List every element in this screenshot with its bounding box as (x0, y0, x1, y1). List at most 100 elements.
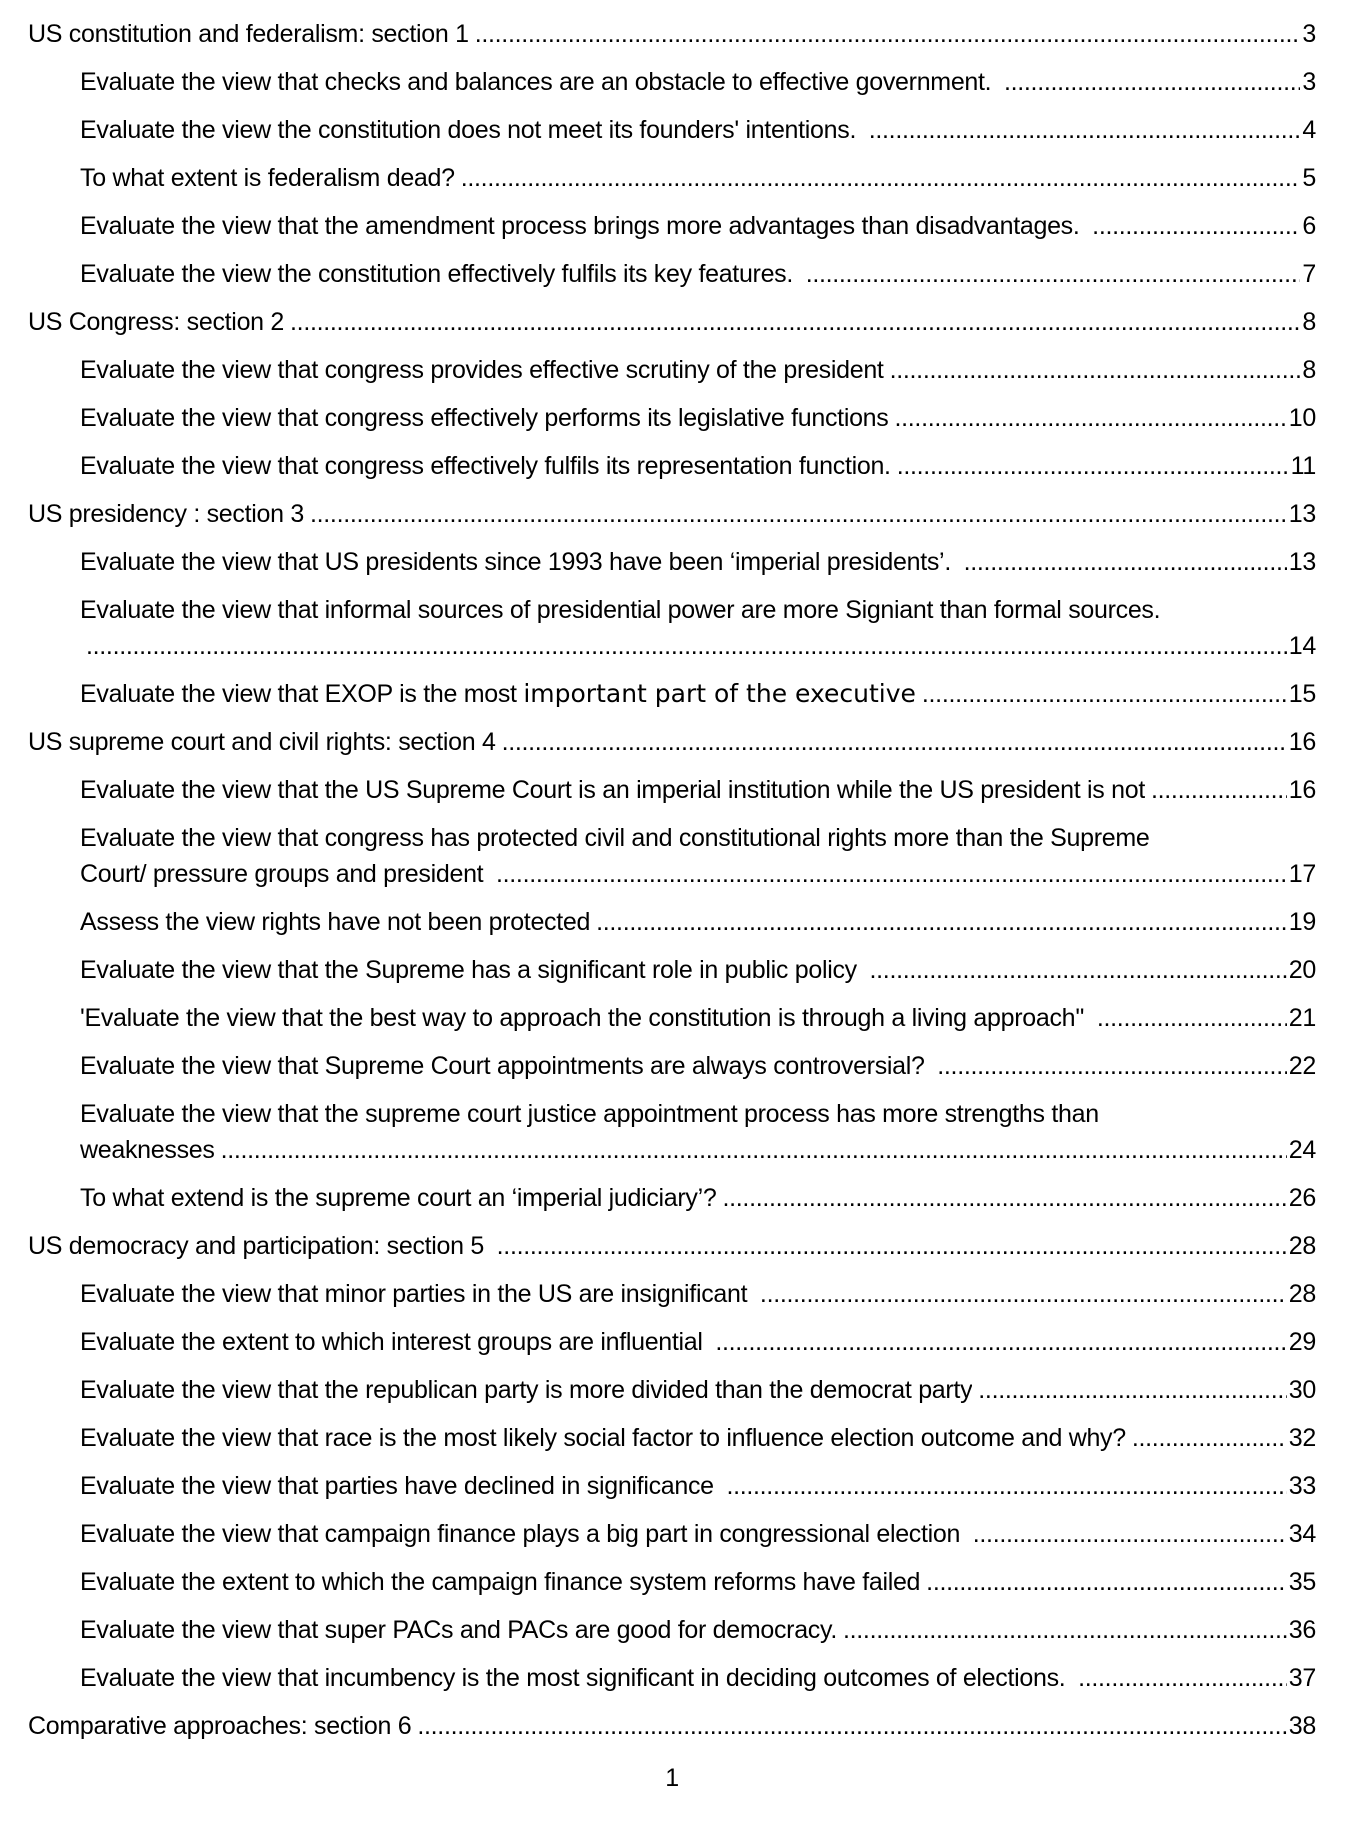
toc-sub-entry: Evaluate the view that checks and balanc… (28, 64, 1316, 100)
toc-row: Evaluate the view that campaign finance … (80, 1516, 1316, 1552)
toc-page-ref: 10 (1288, 404, 1317, 432)
toc-dotted-leader (475, 16, 1301, 52)
toc-dotted-leader (1004, 64, 1300, 100)
toc-sub-entry: Evaluate the view the constitution does … (28, 112, 1316, 148)
toc-row: weaknesses 24 (80, 1132, 1316, 1168)
toc-sub-entry: 'Evaluate the view that the best way to … (28, 1000, 1316, 1036)
toc-sub-entry: Evaluate the view that parties have decl… (28, 1468, 1316, 1504)
toc-entry-text: Court/ pressure groups and president (80, 860, 490, 888)
toc-page-ref: 22 (1288, 1052, 1317, 1080)
toc-dotted-leader (760, 1276, 1287, 1312)
toc-page-ref: 19 (1288, 908, 1317, 936)
toc-entry-text: US supreme court and civil rights: secti… (28, 728, 496, 756)
toc-page-ref: 32 (1288, 1424, 1317, 1452)
toc-dotted-leader (869, 112, 1301, 148)
toc-row: US Congress: section 2 8 (28, 304, 1316, 340)
toc-page-ref: 29 (1288, 1328, 1317, 1356)
toc-sub-entry: Evaluate the view that congress has prot… (28, 820, 1316, 892)
toc-page-ref: 30 (1288, 1376, 1317, 1404)
toc-dotted-leader (806, 256, 1301, 292)
toc-entry-text: Evaluate the view that incumbency is the… (80, 1664, 1073, 1692)
page-number: 1 (665, 1764, 679, 1792)
toc-dotted-leader (890, 352, 1301, 388)
toc-page-ref: 20 (1288, 956, 1317, 984)
toc-entry-text: Evaluate the view that US presidents sin… (80, 548, 958, 576)
toc-page-ref: 34 (1288, 1520, 1317, 1548)
toc-entry-text: Evaluate the view that super PACs and PA… (80, 1616, 837, 1644)
toc-sub-entry: Assess the view rights have not been pro… (28, 904, 1316, 940)
toc-sub-entry: Evaluate the view that the republican pa… (28, 1372, 1316, 1408)
toc-entry-text: Evaluate the view that checks and balanc… (80, 68, 998, 96)
toc-dotted-leader (596, 904, 1287, 940)
toc-entry-text: weaknesses (80, 1136, 215, 1164)
toc-sub-entry: Evaluate the view that the US Supreme Co… (28, 772, 1316, 808)
toc-section-entry: US democracy and participation: section … (28, 1228, 1316, 1264)
toc-entry-text: US democracy and participation: section … (28, 1232, 491, 1260)
toc-row: Court/ pressure groups and president 17 (80, 856, 1316, 892)
toc-row: Evaluate the view that congress has prot… (80, 820, 1316, 856)
toc-page-ref: 14 (1288, 632, 1317, 660)
toc-row: Comparative approaches: section 6 38 (28, 1708, 1316, 1744)
toc-dotted-leader (973, 1516, 1287, 1552)
toc-sub-entry: To what extend is the supreme court an ‘… (28, 1180, 1316, 1216)
toc-sub-entry: Evaluate the view that congress effectiv… (28, 400, 1316, 436)
toc-entry-text: Evaluate the view that the amendment pro… (80, 212, 1087, 240)
toc-page-ref: 16 (1288, 728, 1317, 756)
toc-dotted-leader (964, 544, 1287, 580)
toc-dotted-leader (922, 676, 1287, 712)
toc-page-ref: 37 (1288, 1664, 1317, 1692)
toc-page-ref: 26 (1288, 1184, 1317, 1212)
toc-row: US democracy and participation: section … (28, 1228, 1316, 1264)
toc-sub-entry: Evaluate the view that Supreme Court app… (28, 1048, 1316, 1084)
toc-sub-entry: Evaluate the view that informal sources … (28, 592, 1316, 664)
toc-page-ref: 21 (1288, 1004, 1317, 1032)
toc-sub-entry: Evaluate the view that the amendment pro… (28, 208, 1316, 244)
toc-dotted-leader (978, 1372, 1287, 1408)
toc-entry-text-alt-font: important part of the executive (523, 679, 916, 708)
toc-page-ref: 33 (1288, 1472, 1317, 1500)
toc-sub-entry: Evaluate the view that minor parties in … (28, 1276, 1316, 1312)
toc-dotted-leader (310, 496, 1287, 532)
toc-dotted-leader (1132, 1420, 1287, 1456)
toc-row: Evaluate the view that super PACs and PA… (80, 1612, 1316, 1648)
toc-row: Assess the view rights have not been pro… (80, 904, 1316, 940)
toc-entry-text: US constitution and federalism: section … (28, 20, 469, 48)
toc-entry-text: Evaluate the view that parties have decl… (80, 1472, 721, 1500)
toc-dotted-leader (86, 628, 1287, 664)
toc-entry-text: Comparative approaches: section 6 (28, 1712, 412, 1740)
toc-row: US presidency : section 3 13 (28, 496, 1316, 532)
toc-entry-text: Assess the view rights have not been pro… (80, 908, 591, 936)
toc-entry-text: Evaluate the view that minor parties in … (80, 1280, 754, 1308)
toc-sub-entry: Evaluate the view that US presidents sin… (28, 544, 1316, 580)
toc-page-ref: 6 (1302, 212, 1316, 240)
toc-dotted-leader (722, 1180, 1286, 1216)
toc-page-ref: 4 (1302, 116, 1316, 144)
toc-dotted-leader (926, 1564, 1287, 1600)
toc-row: Evaluate the view that EXOP is the most … (80, 676, 1316, 712)
toc-page-ref: 38 (1288, 1712, 1317, 1740)
toc-row: Evaluate the view that parties have decl… (80, 1468, 1316, 1504)
toc-dotted-leader (502, 724, 1287, 760)
toc-sub-entry: Evaluate the view that campaign finance … (28, 1516, 1316, 1552)
toc-row: To what extent is federalism dead? 5 (80, 160, 1316, 196)
toc-page-ref: 8 (1302, 308, 1316, 336)
toc-sub-entry: Evaluate the view the constitution effec… (28, 256, 1316, 292)
toc-dotted-leader (496, 856, 1287, 892)
toc-dotted-leader (1151, 772, 1287, 808)
toc-dotted-leader (1097, 1000, 1287, 1036)
toc-page-ref: 13 (1288, 500, 1317, 528)
toc-entry-text: 'Evaluate the view that the best way to … (80, 1004, 1091, 1032)
toc-section-entry: US Congress: section 2 8 (28, 304, 1316, 340)
toc-row: Evaluate the view that the republican pa… (80, 1372, 1316, 1408)
toc-sub-entry: Evaluate the extent to which interest gr… (28, 1324, 1316, 1360)
toc-entry-text: To what extent is federalism dead? (80, 164, 455, 192)
toc-row: Evaluate the view the constitution does … (80, 112, 1316, 148)
toc-section-entry: US constitution and federalism: section … (28, 16, 1316, 52)
toc-row: US supreme court and civil rights: secti… (28, 724, 1316, 760)
toc-row: Evaluate the view that the Supreme has a… (80, 952, 1316, 988)
toc-row: Evaluate the view that the US Supreme Co… (80, 772, 1316, 808)
toc-page-ref: 24 (1288, 1136, 1317, 1164)
toc-entry-text: US presidency : section 3 (28, 500, 304, 528)
toc-page-ref: 8 (1302, 356, 1316, 384)
toc-page-ref: 35 (1288, 1568, 1317, 1596)
